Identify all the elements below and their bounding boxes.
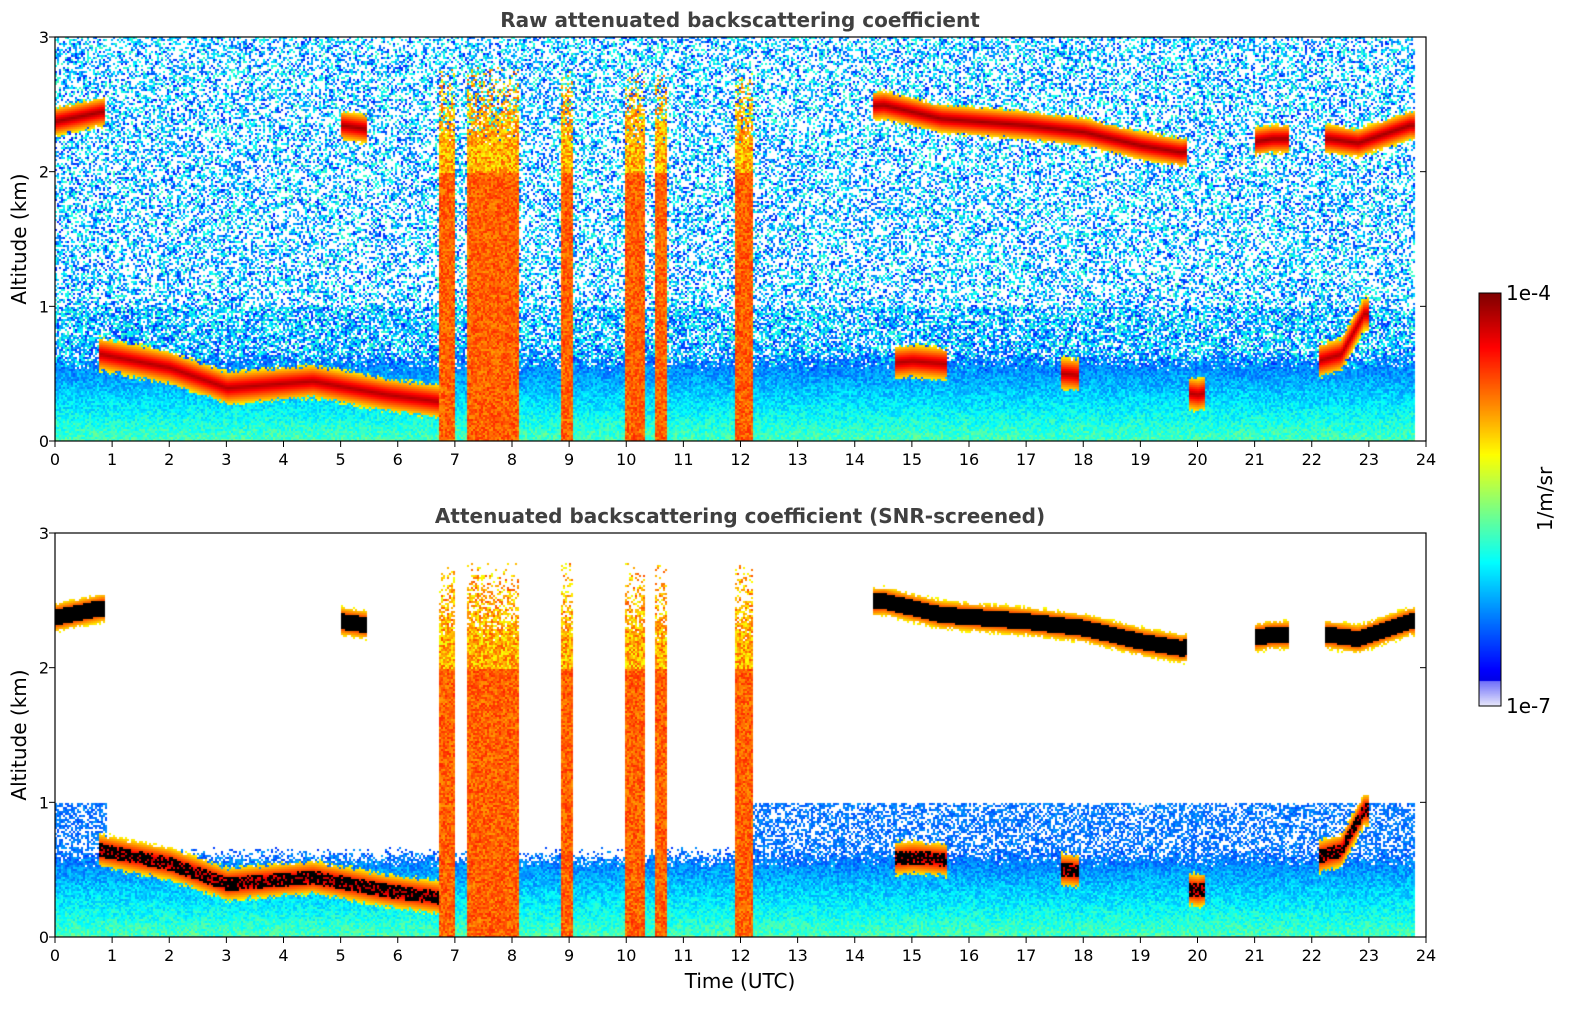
colorbar-gradient (1479, 293, 1501, 706)
y-axis-label-raw: Altitude (km) (7, 173, 31, 304)
colorbar-frame (1478, 292, 1502, 707)
plot-frame-screened (54, 532, 1427, 938)
x-tick-label: 5 (336, 946, 346, 965)
x-tick-label: 3 (221, 450, 231, 469)
colorbar-max-label: 1e-4 (1506, 281, 1551, 305)
x-tick-label: 13 (787, 946, 807, 965)
x-tick-label: 23 (1359, 450, 1379, 469)
panel-title-screened: Attenuated backscattering coefficient (S… (435, 504, 1045, 528)
colorbar: 1e-4 1e-7 1/m/sr (1478, 281, 1557, 718)
x-tick-label: 24 (1416, 946, 1436, 965)
y-axis-raw: 0 1 2 3 (39, 28, 1426, 451)
x-tick-label: 17 (1016, 450, 1036, 469)
x-tick-label: 24 (1416, 450, 1436, 469)
x-tick-label: 15 (902, 946, 922, 965)
x-tick-label: 12 (730, 946, 750, 965)
x-tick-label: 23 (1359, 946, 1379, 965)
x-tick-label: 9 (564, 946, 574, 965)
panel-title-raw: Raw attenuated backscattering coefficien… (500, 8, 980, 32)
x-tick-label: 21 (1244, 946, 1264, 965)
y-tick-label: 0 (39, 432, 49, 451)
x-tick-label: 14 (845, 946, 865, 965)
x-tick-label: 6 (393, 946, 403, 965)
x-tick-label: 11 (673, 946, 693, 965)
x-tick-label: 7 (450, 946, 460, 965)
colorbar-min-label: 1e-7 (1506, 694, 1551, 718)
x-tick-label: 21 (1244, 450, 1264, 469)
x-axis-screened: 0 1 2 3 4 5 6 7 8 9 10 11 12 13 14 15 16 17 18 19 20 21 22 23 24 (50, 937, 1436, 965)
x-tick-label: 22 (1302, 450, 1322, 469)
x-tick-label: 16 (959, 450, 979, 469)
x-tick-label: 7 (450, 450, 460, 469)
x-tick-label: 16 (959, 946, 979, 965)
raw-backscatter-heatmap (55, 37, 1426, 441)
x-tick-label: 2 (164, 450, 174, 469)
x-tick-label: 11 (673, 450, 693, 469)
x-tick-label: 17 (1016, 946, 1036, 965)
screened-backscatter-heatmap (55, 533, 1426, 937)
x-tick-label: 3 (221, 946, 231, 965)
colorbar-unit-label: 1/m/sr (1533, 466, 1557, 531)
y-tick-label: 2 (39, 659, 49, 678)
x-tick-label: 12 (730, 450, 750, 469)
x-tick-label: 20 (1187, 946, 1207, 965)
x-tick-label: 8 (507, 450, 517, 469)
y-tick-label: 3 (39, 28, 49, 47)
x-tick-label: 0 (50, 450, 60, 469)
y-tick-label: 2 (39, 163, 49, 182)
x-tick-label: 6 (393, 450, 403, 469)
x-tick-label: 13 (787, 450, 807, 469)
x-tick-label: 20 (1187, 450, 1207, 469)
plot-frame-raw (54, 36, 1427, 442)
x-axis-label: Time (UTC) (684, 969, 796, 993)
x-tick-label: 8 (507, 946, 517, 965)
y-tick-label: 1 (39, 793, 49, 812)
x-axis-raw: 0 1 2 3 4 5 6 7 8 9 10 11 12 13 14 15 16 17 18 19 20 21 22 23 24 (50, 441, 1436, 469)
x-tick-label: 18 (1073, 450, 1093, 469)
x-tick-label: 0 (50, 946, 60, 965)
x-tick-label: 2 (164, 946, 174, 965)
x-tick-label: 9 (564, 450, 574, 469)
y-tick-label: 0 (39, 928, 49, 947)
y-tick-label: 3 (39, 524, 49, 543)
panel-screened: Attenuated backscattering coefficient (S… (7, 504, 1436, 993)
y-axis-label-screened: Altitude (km) (7, 669, 31, 800)
x-tick-label: 15 (902, 450, 922, 469)
x-tick-label: 19 (1130, 450, 1150, 469)
panel-raw: Raw attenuated backscattering coefficien… (7, 8, 1436, 469)
x-tick-label: 19 (1130, 946, 1150, 965)
x-tick-label: 5 (336, 450, 346, 469)
x-tick-label: 4 (278, 946, 288, 965)
y-tick-label: 1 (39, 297, 49, 316)
x-tick-label: 14 (845, 450, 865, 469)
y-axis-screened: 0 1 2 3 (39, 524, 1426, 947)
x-tick-label: 1 (107, 450, 117, 469)
x-tick-label: 1 (107, 946, 117, 965)
x-tick-label: 10 (616, 946, 636, 965)
x-tick-label: 10 (616, 450, 636, 469)
x-tick-label: 4 (278, 450, 288, 469)
x-tick-label: 22 (1302, 946, 1322, 965)
x-tick-label: 18 (1073, 946, 1093, 965)
